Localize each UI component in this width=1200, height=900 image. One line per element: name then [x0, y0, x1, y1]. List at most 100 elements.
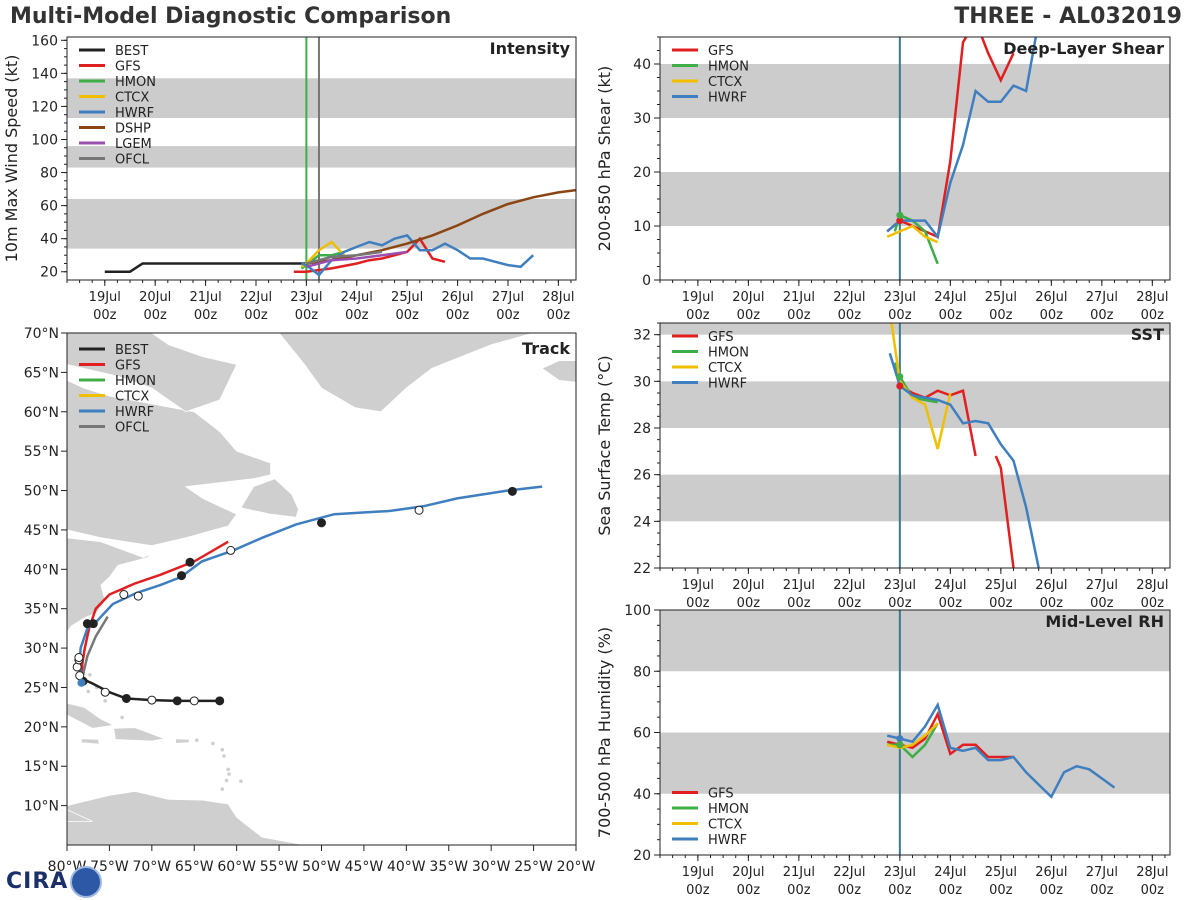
xtick-label-day: 23Jul — [290, 290, 322, 305]
panel-title: Mid-Level RH — [1045, 612, 1164, 631]
lat-tick-label: 10°N — [24, 799, 59, 815]
xtick-label-day: 20Jul — [732, 865, 764, 880]
xtick-label-day: 28Jul — [1136, 290, 1168, 305]
shade-band-0 — [67, 199, 576, 249]
shade-band-1 — [660, 381, 1170, 428]
xtick-label-day: 25Jul — [985, 865, 1017, 880]
series-best — [104, 262, 307, 273]
track-hwrf — [78, 485, 543, 683]
land-greenland — [278, 333, 534, 413]
ytick-label: 32 — [633, 328, 651, 344]
shade-band-1 — [660, 64, 1170, 118]
xtick-label-day: 26Jul — [441, 290, 473, 305]
ytick-label: 30 — [633, 374, 651, 390]
ytick-label: 20 — [633, 165, 651, 181]
ytick-label: 80 — [633, 664, 651, 680]
land-iceland — [541, 360, 576, 383]
track-position-marker — [88, 619, 98, 629]
land-canada — [67, 333, 272, 547]
frame-intensity — [66, 36, 577, 281]
plot-area-sst — [660, 323, 1170, 568]
track-position-marker — [226, 545, 236, 555]
xtick-label-day: 24Jul — [934, 865, 966, 880]
ytick-label: 40 — [633, 57, 651, 73]
xtick-label-day: 24Jul — [934, 578, 966, 593]
xtick-label-hour: 00z — [989, 308, 1013, 323]
legend-label-ofcl: OFCL — [115, 421, 150, 436]
xtick-label-day: 21Jul — [189, 290, 221, 305]
island-4 — [220, 787, 225, 791]
xtick-label-day: 21Jul — [783, 290, 815, 305]
y-axis-label: 200-850 hPa Shear (kt) — [595, 66, 614, 252]
shade-band-0 — [660, 474, 1170, 522]
legend-label-best: BEST — [115, 44, 148, 59]
xtick-label-day: 23Jul — [884, 290, 916, 305]
point-gfs — [896, 217, 904, 225]
y-axis-label: 700-500 hPa Humidity (%) — [595, 627, 614, 838]
xtick-label-hour: 00z — [1141, 596, 1165, 611]
xtick-label-day: 22Jul — [833, 578, 865, 593]
xtick-label-hour: 00z — [939, 308, 963, 323]
xtick-label-day: 22Jul — [833, 865, 865, 880]
legend-label-ctcx: CTCX — [708, 818, 742, 833]
track-position-marker — [414, 505, 424, 515]
xtick-label-day: 24Jul — [934, 290, 966, 305]
track-position-marker — [147, 695, 157, 705]
map-area — [67, 333, 576, 845]
y-axis-label: 10m Max Wind Speed (kt) — [2, 55, 21, 263]
island-11 — [88, 673, 92, 677]
ytick-label: 26 — [633, 468, 651, 484]
lon-tick-label: 45°W — [345, 859, 384, 875]
plot-area-rh — [660, 610, 1170, 855]
xtick-label-day: 21Jul — [783, 578, 815, 593]
xtick-label-day: 20Jul — [732, 578, 764, 593]
xtick-label-day: 26Jul — [1035, 578, 1067, 593]
series-ofcl — [306, 250, 383, 265]
island-14 — [120, 715, 124, 720]
shade-band-1 — [67, 146, 576, 168]
panel-title: Track — [522, 339, 570, 358]
xtick-label-hour: 00z — [787, 596, 811, 611]
plot-area-shear — [660, 37, 1170, 280]
ytick-label: 30 — [633, 111, 651, 127]
land-panama — [67, 809, 93, 822]
chart-rh: 20 40 60 80 100 19Jul 00z 20Jul 00z 21Jul 00z 22Jul… — [595, 603, 1171, 898]
xtick-label-hour: 00z — [939, 883, 963, 898]
legend-label-hmon: HMON — [708, 60, 749, 75]
series-hwrf — [886, 37, 1038, 240]
legend-label-lgem: LGEM — [115, 137, 152, 152]
ytick-label: 20 — [633, 848, 651, 864]
xtick-label-hour: 00z — [888, 596, 912, 611]
xtick-label-day: 25Jul — [391, 290, 423, 305]
frame-sst — [659, 322, 1171, 569]
lon-tick-label: 35°W — [429, 859, 468, 875]
xtick-label-hour: 00z — [194, 308, 218, 323]
legend-label-hwrf: HWRF — [708, 377, 747, 392]
series-hwrf — [886, 701, 1116, 799]
xtick-label-hour: 00z — [446, 308, 470, 323]
ytick-label: 28 — [633, 421, 651, 437]
xtick-label-hour: 00z — [838, 308, 862, 323]
xtick-label-day: 26Jul — [1035, 290, 1067, 305]
plot-area-intensity — [67, 37, 576, 280]
island-5 — [239, 779, 243, 783]
legend-label-gfs: GFS — [115, 60, 141, 75]
legend-label-dshp: DSHP — [115, 122, 151, 137]
xtick-label-hour: 00z — [395, 308, 419, 323]
xtick-label-day: 27Jul — [492, 290, 524, 305]
lat-tick-label: 25°N — [24, 680, 59, 696]
chart-sst: 22 24 26 28 30 32 19Jul 00z 20Jul 00z 21Jul 00z 22Ju… — [595, 322, 1171, 611]
lon-tick-label: 75°W — [90, 859, 129, 875]
series-ctcx — [886, 722, 939, 750]
track-position-marker — [75, 671, 85, 681]
xtick-label-hour: 00z — [989, 596, 1013, 611]
current-position-marker — [77, 678, 86, 687]
xtick-label-hour: 00z — [686, 308, 710, 323]
xtick-label-hour: 00z — [345, 308, 369, 323]
point-hmon — [896, 373, 904, 381]
point-hwrf — [896, 735, 904, 743]
